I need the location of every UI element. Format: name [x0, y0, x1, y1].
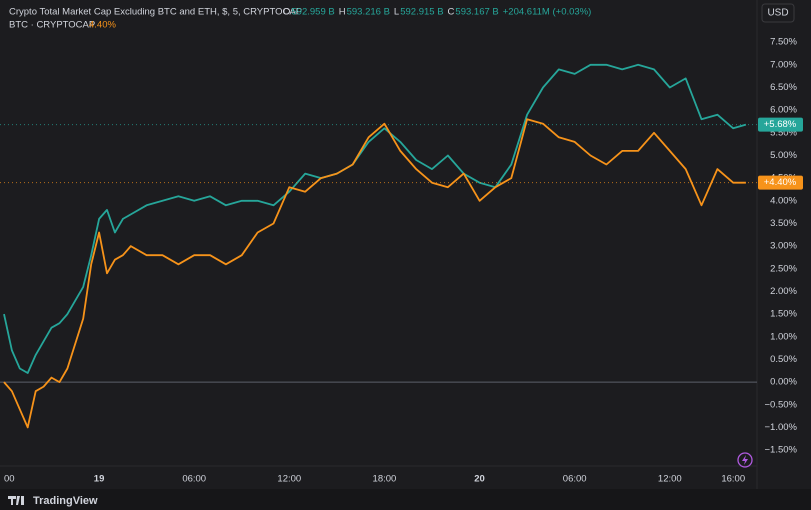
x-tick-label: 06:00: [563, 474, 587, 485]
compare-value: 4.40%: [89, 20, 116, 31]
x-tick-label: 00: [4, 474, 15, 485]
y-tick-label: 1.00%: [770, 331, 797, 342]
y-tick-label: 6.00%: [770, 105, 797, 116]
ohlc-value: 592.959 B: [291, 7, 334, 18]
y-tick-label: 2.50%: [770, 263, 797, 274]
brand-logo: [8, 496, 24, 505]
y-tick-label: −1.50%: [765, 445, 798, 456]
ohlc-value: 593.167 B: [455, 7, 498, 18]
y-tick-label: 5.50%: [770, 127, 797, 138]
ohlc-value: 592.915 B: [400, 7, 443, 18]
footer-bar: [0, 489, 811, 510]
compare-symbol: BTC · CRYPTOCAP: [9, 20, 95, 31]
ohlc-key: H: [339, 7, 346, 18]
last-value-badge: [758, 117, 803, 132]
ohlc-key: O: [283, 7, 290, 18]
x-tick-label: 12:00: [658, 474, 682, 485]
y-tick-label: 2.00%: [770, 286, 797, 297]
currency-button[interactable]: [761, 3, 795, 23]
y-tick-label: 0.00%: [770, 377, 797, 388]
x-tick-label: 12:00: [277, 474, 301, 485]
y-tick-label: 7.00%: [770, 59, 797, 70]
alert-bolt: [742, 455, 748, 465]
y-tick-label: 3.00%: [770, 241, 797, 252]
ohlc-value: 593.216 B: [347, 7, 390, 18]
ohlc-change: +204.611M (+0.03%): [503, 7, 592, 18]
x-tick-label: 19: [94, 474, 105, 485]
y-tick-label: 4.00%: [770, 195, 797, 206]
y-tick-label: −0.50%: [765, 399, 798, 410]
x-tick-label: 06:00: [182, 474, 206, 485]
last-value-badge: [758, 175, 803, 190]
plot-area: [0, 63, 757, 429]
ohlc-key: L: [394, 7, 399, 18]
y-tick-label: 1.50%: [770, 309, 797, 320]
currency-label[interactable]: USD: [767, 8, 788, 19]
y-tick-label: 0.50%: [770, 354, 797, 365]
x-tick-label: 18:00: [373, 474, 397, 485]
alert-icon[interactable]: [737, 452, 753, 468]
last-value-label: +5.68%: [764, 119, 797, 130]
y-tick-label: 3.50%: [770, 218, 797, 229]
x-tick-label: 20: [474, 474, 485, 485]
symbol-title: Crypto Total Market Cap Excluding BTC an…: [9, 7, 302, 18]
brand-name: TradingView: [33, 495, 98, 507]
ohlc: O 592.959 B H 593.216 B L 592.915 B C 593.167 B…: [283, 7, 591, 18]
y-tick-label: 5.00%: [770, 150, 797, 161]
ohlc-key: C: [448, 7, 455, 18]
y-tick-label: 6.50%: [770, 82, 797, 93]
last-value-label: +4.40%: [764, 177, 797, 188]
x-tick-label: 16:00: [721, 474, 745, 485]
series-line: [3, 118, 746, 429]
y-tick-label: 7.50%: [770, 37, 797, 48]
y-tick-label: −1.00%: [765, 422, 798, 433]
